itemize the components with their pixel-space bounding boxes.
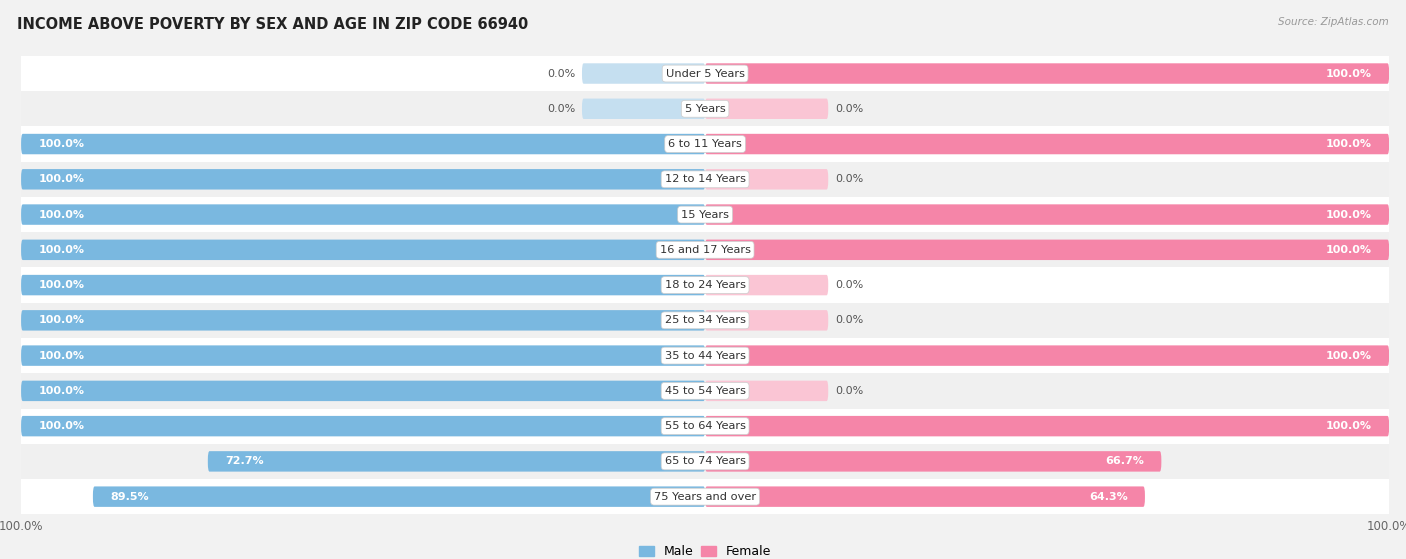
FancyBboxPatch shape [21,345,706,366]
Text: 100.0%: 100.0% [38,210,84,220]
Text: 100.0%: 100.0% [1326,210,1372,220]
Text: 100.0%: 100.0% [1326,421,1372,431]
FancyBboxPatch shape [582,98,706,119]
Text: 25 to 34 Years: 25 to 34 Years [665,315,745,325]
Bar [21,373,1389,409]
FancyBboxPatch shape [706,310,828,330]
Text: 65 to 74 Years: 65 to 74 Years [665,456,745,466]
FancyBboxPatch shape [21,169,706,190]
FancyBboxPatch shape [706,169,828,190]
Bar [21,232,1389,267]
Bar [21,56,1389,91]
Text: 72.7%: 72.7% [225,456,263,466]
Text: 100.0%: 100.0% [38,280,84,290]
Text: 12 to 14 Years: 12 to 14 Years [665,174,745,184]
Text: Under 5 Years: Under 5 Years [665,69,745,78]
Text: 100.0%: 100.0% [1326,139,1372,149]
FancyBboxPatch shape [93,486,706,507]
Text: 15 Years: 15 Years [681,210,730,220]
FancyBboxPatch shape [706,345,1389,366]
Text: 0.0%: 0.0% [547,69,575,78]
FancyBboxPatch shape [21,381,706,401]
FancyBboxPatch shape [706,98,828,119]
Text: 100.0%: 100.0% [1326,350,1372,361]
Bar [21,444,1389,479]
Text: 0.0%: 0.0% [835,104,863,114]
Text: 0.0%: 0.0% [835,386,863,396]
Bar [21,338,1389,373]
FancyBboxPatch shape [21,310,706,330]
FancyBboxPatch shape [706,240,1389,260]
Text: 100.0%: 100.0% [38,386,84,396]
Text: 55 to 64 Years: 55 to 64 Years [665,421,745,431]
FancyBboxPatch shape [21,240,706,260]
Bar [21,197,1389,232]
FancyBboxPatch shape [706,486,1144,507]
Text: 6 to 11 Years: 6 to 11 Years [668,139,742,149]
Text: 0.0%: 0.0% [835,315,863,325]
Text: 100.0%: 100.0% [38,245,84,255]
Bar [21,91,1389,126]
FancyBboxPatch shape [21,416,706,437]
Text: 100.0%: 100.0% [1326,245,1372,255]
Legend: Male, Female: Male, Female [634,540,776,559]
Text: 89.5%: 89.5% [110,492,149,501]
FancyBboxPatch shape [706,416,1389,437]
FancyBboxPatch shape [706,63,1389,84]
Text: 100.0%: 100.0% [38,421,84,431]
Bar [21,126,1389,162]
Text: 0.0%: 0.0% [835,280,863,290]
Bar [21,479,1389,514]
Bar [21,162,1389,197]
Text: 100.0%: 100.0% [1326,69,1372,78]
FancyBboxPatch shape [208,451,706,472]
Text: 100.0%: 100.0% [38,315,84,325]
Text: 35 to 44 Years: 35 to 44 Years [665,350,745,361]
Text: 16 and 17 Years: 16 and 17 Years [659,245,751,255]
Text: 64.3%: 64.3% [1090,492,1128,501]
Text: Source: ZipAtlas.com: Source: ZipAtlas.com [1278,17,1389,27]
FancyBboxPatch shape [21,275,706,295]
FancyBboxPatch shape [21,134,706,154]
FancyBboxPatch shape [582,63,706,84]
Bar [21,409,1389,444]
Text: 0.0%: 0.0% [547,104,575,114]
FancyBboxPatch shape [706,275,828,295]
Text: 100.0%: 100.0% [38,350,84,361]
Text: 5 Years: 5 Years [685,104,725,114]
Text: INCOME ABOVE POVERTY BY SEX AND AGE IN ZIP CODE 66940: INCOME ABOVE POVERTY BY SEX AND AGE IN Z… [17,17,529,32]
FancyBboxPatch shape [706,451,1161,472]
FancyBboxPatch shape [706,134,1389,154]
FancyBboxPatch shape [706,381,828,401]
Text: 66.7%: 66.7% [1105,456,1144,466]
FancyBboxPatch shape [706,205,1389,225]
Text: 18 to 24 Years: 18 to 24 Years [665,280,745,290]
Text: 100.0%: 100.0% [38,174,84,184]
Bar [21,267,1389,303]
FancyBboxPatch shape [21,205,706,225]
Text: 0.0%: 0.0% [835,174,863,184]
Text: 45 to 54 Years: 45 to 54 Years [665,386,745,396]
Text: 75 Years and over: 75 Years and over [654,492,756,501]
Bar [21,303,1389,338]
Text: 100.0%: 100.0% [38,139,84,149]
